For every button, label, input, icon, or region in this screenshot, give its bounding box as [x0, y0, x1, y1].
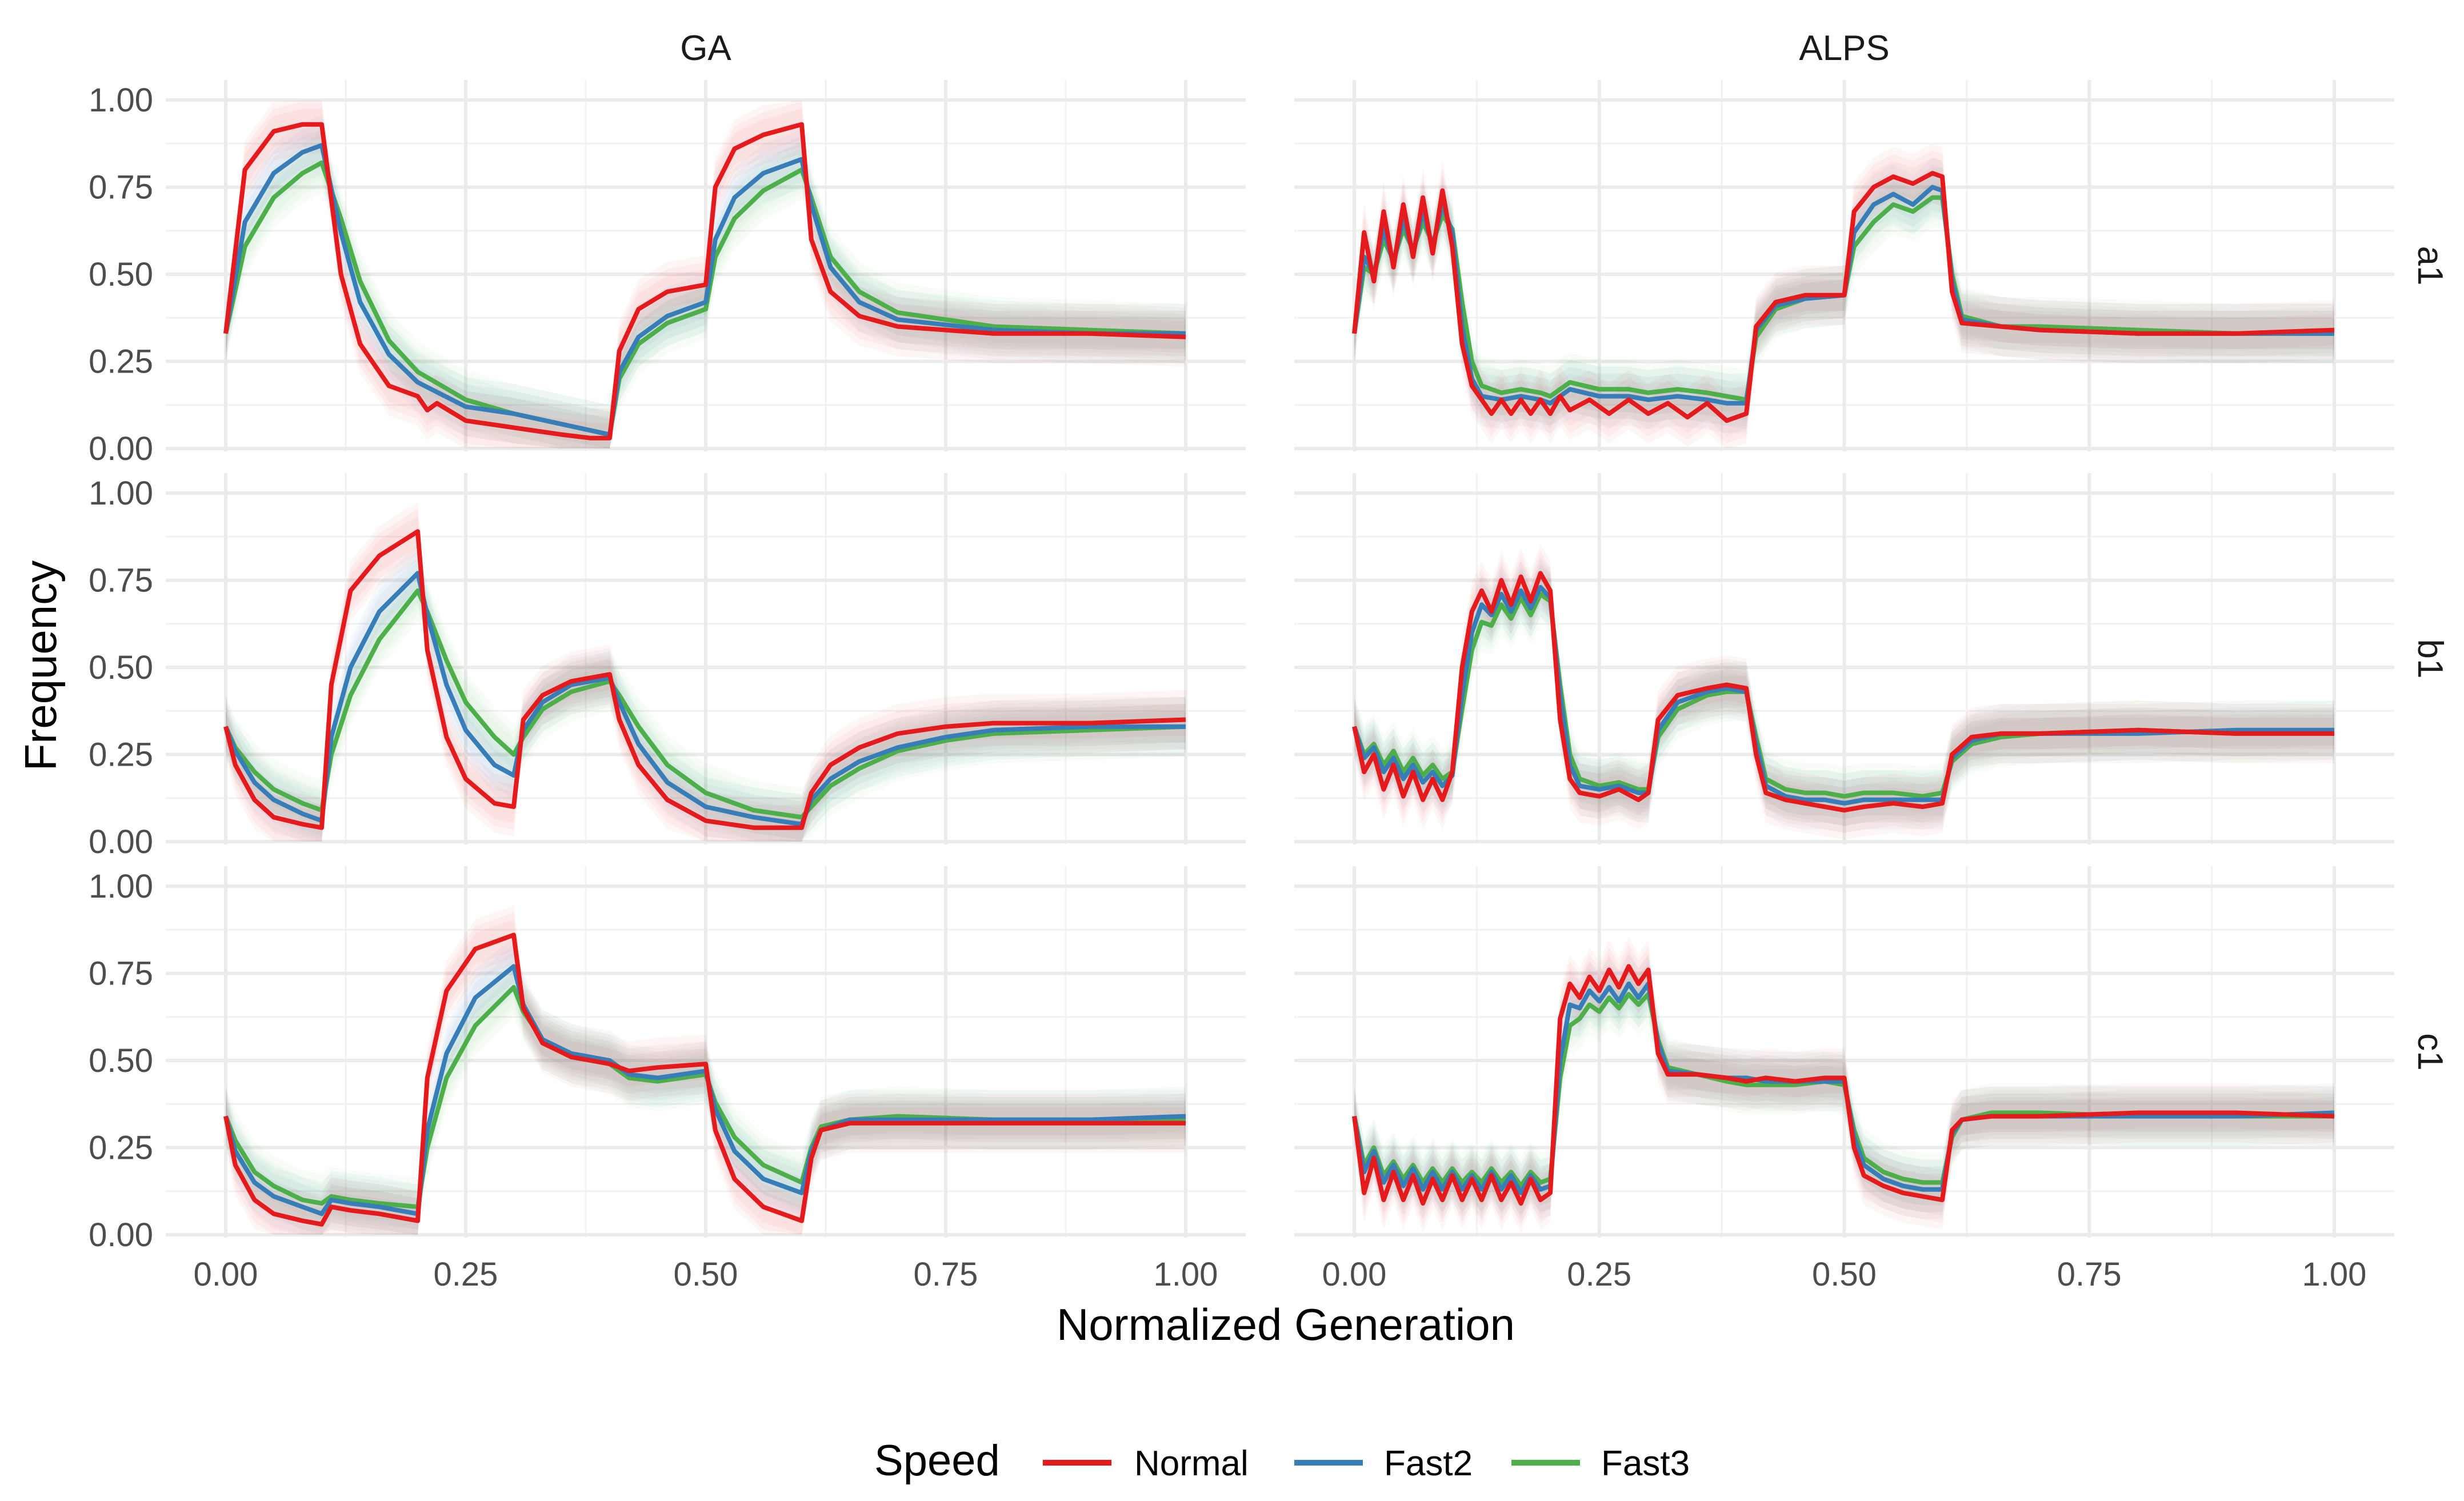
x-tick-label: 0.25 [434, 1256, 498, 1293]
y-tick-label: 0.25 [89, 1130, 153, 1167]
run-band-fast3 [226, 958, 1186, 1235]
y-tick-label: 0.75 [89, 955, 153, 992]
panel-alps-b1 [1294, 473, 2394, 844]
strip-label-row-a1: a1 [2410, 246, 2450, 286]
series-line-normal [1352, 571, 2334, 813]
x-tick-label: 1.00 [2302, 1256, 2367, 1293]
run-band-normal [226, 509, 1186, 842]
panels-layer: GA ALPS a1 b1 c1 0.00 0.25 0.50 0.75 1.00 0.00 0.25… [89, 29, 2450, 1293]
run-band-fast2 [226, 936, 1186, 1235]
run-band-normal [226, 502, 1186, 842]
series-line-normal [223, 932, 1186, 1227]
run-band-fast2 [1354, 557, 2334, 833]
y-axis-title: Frequency [15, 561, 66, 771]
panel-ga-c1: 0.00 0.25 0.50 0.75 1.00 0.00 0.25 0.50 0.75 1.00 [89, 866, 1246, 1293]
run-band-fast3 [226, 964, 1186, 1230]
series-line-fast3 [1352, 591, 2335, 799]
y-tick-label: 0.50 [89, 256, 153, 293]
legend-label-normal: Normal [1134, 1444, 1249, 1483]
run-band-fast3 [1354, 175, 2334, 423]
strip-label-row-c1: c1 [2410, 1033, 2450, 1070]
x-tick-label: 0.00 [194, 1256, 258, 1293]
labels-layer: Normalized Generation Frequency [15, 561, 1515, 1350]
panel-alps-c1: 0.00 0.25 0.50 0.75 1.00 [1294, 866, 2394, 1293]
panel-ga-a1: 0.00 0.25 0.50 0.75 1.00 [89, 80, 1246, 467]
run-band-fast3 [1354, 182, 2334, 415]
series-line-normal [223, 122, 1186, 441]
y-tick-label: 1.00 [89, 868, 153, 905]
panel-alps-a1 [1294, 80, 2394, 451]
y-tick-label: 0.75 [89, 562, 153, 599]
strip-label-col-alps: ALPS [1799, 29, 1890, 68]
series-line-fast3 [1352, 992, 2334, 1188]
run-band-fast3 [226, 971, 1186, 1223]
legend: Speed Normal Fast2 Fast3 [874, 1436, 1690, 1485]
y-tick-label: 0.00 [89, 430, 153, 467]
run-band-fast3 [1354, 168, 2334, 430]
y-tick-label: 1.00 [89, 475, 153, 512]
series-line-fast2 [1352, 585, 2334, 806]
y-tick-label: 0.25 [89, 737, 153, 774]
y-tick-label: 0.00 [89, 1216, 153, 1254]
x-tick-label: 0.25 [1567, 1256, 1631, 1293]
panel-ga-b1: 0.00 0.25 0.50 0.75 1.00 [89, 473, 1246, 860]
y-tick-label: 0.50 [89, 1042, 153, 1079]
x-tick-label: 0.75 [914, 1256, 978, 1293]
x-tick-label: 0.75 [2057, 1256, 2122, 1293]
x-axis-title: Normalized Generation [1057, 1299, 1515, 1350]
series-line-normal [223, 529, 1186, 830]
y-tick-label: 0.50 [89, 649, 153, 686]
legend-label-fast3: Fast3 [1601, 1444, 1690, 1483]
x-tick-label: 0.50 [674, 1256, 738, 1293]
series-line-fast2 [1352, 981, 2335, 1195]
y-tick-label: 0.25 [89, 343, 153, 381]
x-tick-label: 1.00 [1154, 1256, 1218, 1293]
series-line-normal [1352, 964, 2335, 1206]
run-band-fast3 [1354, 571, 2334, 819]
y-tick-label: 1.00 [89, 82, 153, 119]
x-tick-label: 0.00 [1322, 1256, 1387, 1293]
x-tick-label: 0.50 [1812, 1256, 1877, 1293]
run-band-normal [1354, 543, 2334, 840]
strip-label-row-b1: b1 [2410, 639, 2450, 679]
y-tick-label: 0.75 [89, 169, 153, 206]
legend-label-fast2: Fast2 [1384, 1444, 1473, 1483]
y-tick-label: 0.00 [89, 823, 153, 860]
series-line-normal [1352, 171, 2335, 423]
strip-label-col-ga: GA [680, 29, 731, 68]
run-band-fast3 [1354, 565, 2334, 826]
legend-title: Speed [874, 1436, 1000, 1485]
